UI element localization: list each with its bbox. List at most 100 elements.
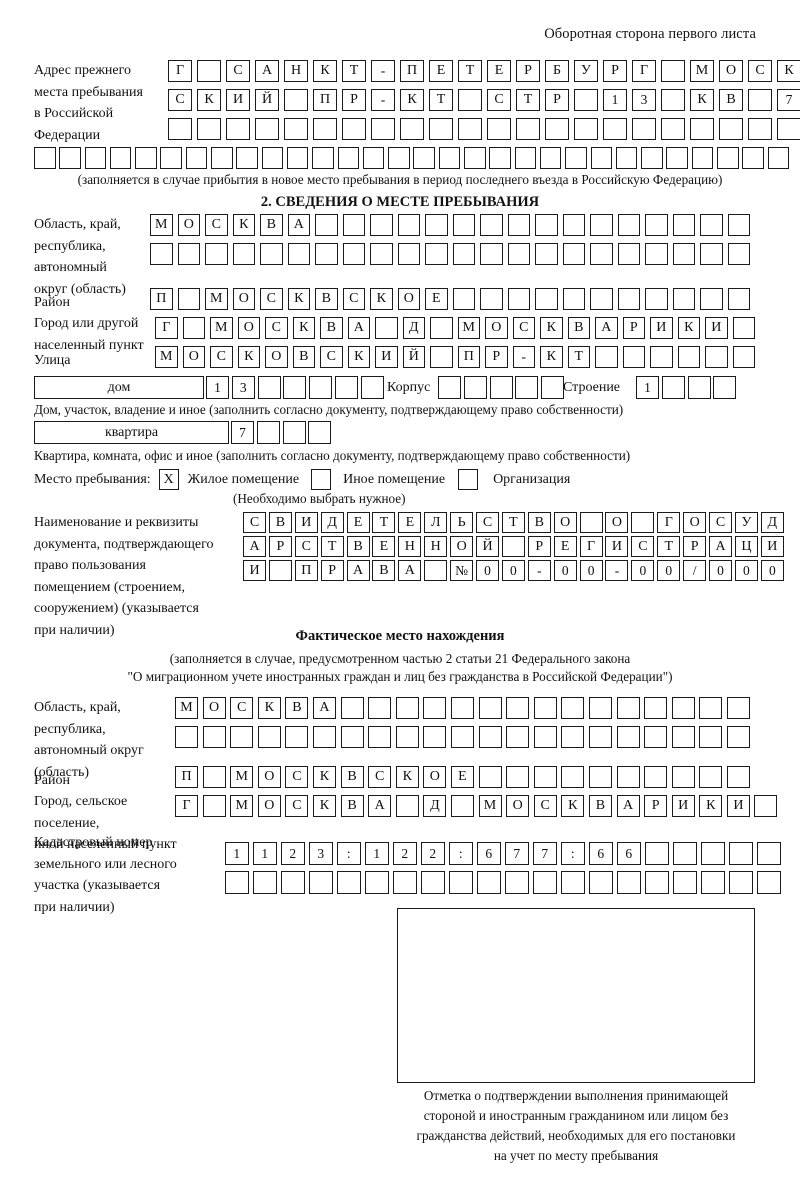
stay-street-cell-11[interactable] xyxy=(430,346,453,368)
actual-district-cell-9[interactable]: К xyxy=(395,766,419,788)
actual-city-cell-3[interactable]: М xyxy=(230,795,254,817)
stay-region-r2-cell-10[interactable] xyxy=(397,243,420,265)
actual-region-r1-cell-1[interactable]: М xyxy=(175,697,198,719)
actual-city-cell-4[interactable]: О xyxy=(257,795,281,817)
stay-region-r2-cell-12[interactable] xyxy=(452,243,475,265)
prev-address-r4-cell-25[interactable] xyxy=(641,147,663,169)
stay-region-r1-cell-5[interactable]: В xyxy=(260,214,283,236)
prev-address-r4-cell-1[interactable] xyxy=(34,147,56,169)
actual-city-cell-1[interactable]: Г xyxy=(175,795,198,817)
prev-address-r2-cell-4[interactable]: Й xyxy=(255,89,279,111)
stay-doc-r1-cell-14[interactable] xyxy=(579,512,603,533)
stay-doc-r3-cell-11[interactable]: 0 xyxy=(501,560,525,581)
actual-district-cell-11[interactable]: Е xyxy=(450,766,474,788)
prev-address-r4-cell-18[interactable] xyxy=(464,147,486,169)
prev-address-r3-cell-9[interactable] xyxy=(400,118,424,140)
stay-doc-r2-cell-20[interactable]: Ц xyxy=(734,536,758,557)
stay-street-cell-1[interactable]: М xyxy=(155,346,178,368)
stay-region-r2-cell-17[interactable] xyxy=(590,243,613,265)
stay-doc-r2-cell-3[interactable]: С xyxy=(294,536,318,557)
stroenie-cell-3[interactable] xyxy=(687,376,711,399)
prev-address-r3-cell-4[interactable] xyxy=(255,118,279,140)
cadastral-r1-cell-17[interactable] xyxy=(673,842,697,865)
actual-city-cell-16[interactable]: В xyxy=(588,795,612,817)
actual-district-cell-18[interactable] xyxy=(644,766,668,788)
house-cell-5[interactable] xyxy=(309,376,333,399)
stay-doc-r1-cell-13[interactable]: О xyxy=(553,512,577,533)
cadastral-r1-cell-3[interactable]: 2 xyxy=(281,842,305,865)
stay-street-cell-15[interactable]: К xyxy=(540,346,563,368)
flat-cell-4[interactable] xyxy=(308,421,332,444)
stay-doc-r1-cell-12[interactable]: В xyxy=(527,512,551,533)
stay-region-r1-cell-2[interactable]: О xyxy=(177,214,200,236)
stay-doc-r3-cell-14[interactable]: 0 xyxy=(579,560,603,581)
cadastral-r1-cell-14[interactable]: 6 xyxy=(589,842,613,865)
prev-address-r2-cell-22[interactable]: 7 xyxy=(777,89,800,111)
prev-address-r3-cell-12[interactable] xyxy=(487,118,511,140)
prev-address-r4-cell-30[interactable] xyxy=(767,147,790,169)
actual-region-r1-cell-9[interactable] xyxy=(395,697,419,719)
cadastral-r1-cell-2[interactable]: 1 xyxy=(253,842,277,865)
stay-region-r2-cell-2[interactable] xyxy=(177,243,200,265)
prev-address-r2-cell-15[interactable] xyxy=(574,89,598,111)
actual-city-cell-15[interactable]: К xyxy=(561,795,585,817)
prev-address-r1-cell-15[interactable]: У xyxy=(574,60,598,82)
actual-district-cell-10[interactable]: О xyxy=(423,766,447,788)
stay-doc-r2-cell-5[interactable]: В xyxy=(346,536,370,557)
actual-region-r2-cell-8[interactable] xyxy=(368,726,392,748)
stay-street-cell-20[interactable] xyxy=(677,346,700,368)
cadastral-r1-cell-19[interactable] xyxy=(729,842,753,865)
stay-district-cell-17[interactable] xyxy=(590,288,613,310)
korpus-cell-4[interactable] xyxy=(515,376,539,399)
stay-city-cell-1[interactable]: Г xyxy=(155,317,178,339)
stay-city-cell-13[interactable]: О xyxy=(485,317,508,339)
stroenie-cell-1[interactable]: 1 xyxy=(636,376,659,399)
stay-city-cell-2[interactable] xyxy=(182,317,205,339)
cadastral-r2-cell-17[interactable] xyxy=(673,871,697,894)
actual-district-cell-2[interactable] xyxy=(202,766,226,788)
stay-doc-r2-cell-18[interactable]: Р xyxy=(683,536,707,557)
prev-address-r4-cell-3[interactable] xyxy=(84,147,107,169)
prev-address-r3-cell-15[interactable] xyxy=(574,118,598,140)
cadastral-r2-cell-12[interactable] xyxy=(533,871,557,894)
actual-region-r2-cell-2[interactable] xyxy=(202,726,226,748)
stay-doc-r1-cell-3[interactable]: И xyxy=(294,512,318,533)
prev-address-r3-cell-3[interactable] xyxy=(226,118,250,140)
actual-district-cell-12[interactable] xyxy=(478,766,502,788)
cadastral-r1-cell-20[interactable] xyxy=(757,842,781,865)
stay-doc-r2-cell-21[interactable]: И xyxy=(760,536,784,557)
stay-street-cell-19[interactable] xyxy=(650,346,673,368)
actual-city-cell-18[interactable]: Р xyxy=(644,795,668,817)
stay-street-cell-22[interactable] xyxy=(732,346,755,368)
stay-doc-r2-cell-6[interactable]: Е xyxy=(372,536,396,557)
stay-city-cell-15[interactable]: К xyxy=(540,317,563,339)
stay-district-cell-18[interactable] xyxy=(617,288,640,310)
prev-address-r3-cell-5[interactable] xyxy=(284,118,308,140)
prev-address-r4-cell-16[interactable] xyxy=(413,147,435,169)
stay-doc-r3-cell-15[interactable]: - xyxy=(605,560,629,581)
stay-city-cell-16[interactable]: В xyxy=(567,317,590,339)
prev-address-r4-cell-22[interactable] xyxy=(565,147,587,169)
actual-district-cell-3[interactable]: М xyxy=(230,766,254,788)
stay-region-r2-cell-6[interactable] xyxy=(287,243,310,265)
prev-address-r3-cell-7[interactable] xyxy=(342,118,366,140)
stay-city-cell-19[interactable]: И xyxy=(650,317,673,339)
prev-address-row-4[interactable] xyxy=(34,147,790,169)
actual-region-r2-cell-19[interactable] xyxy=(671,726,695,748)
stay-doc-r2-cell-19[interactable]: А xyxy=(709,536,733,557)
cadastral-r1-cell-5[interactable]: : xyxy=(337,842,361,865)
prev-address-r4-cell-20[interactable] xyxy=(514,147,537,169)
prev-address-r3-cell-21[interactable] xyxy=(748,118,772,140)
cadastral-r2-cell-7[interactable] xyxy=(393,871,417,894)
house-cell-2[interactable]: 3 xyxy=(231,376,255,399)
cadastral-r2-cell-18[interactable] xyxy=(701,871,725,894)
stay-region-r2-cell-8[interactable] xyxy=(342,243,365,265)
stay-doc-r1-cell-16[interactable] xyxy=(631,512,655,533)
prev-address-r1-cell-8[interactable]: - xyxy=(371,60,395,82)
prev-address-r1-cell-22[interactable]: К xyxy=(777,60,800,82)
prev-address-r4-cell-29[interactable] xyxy=(742,147,764,169)
